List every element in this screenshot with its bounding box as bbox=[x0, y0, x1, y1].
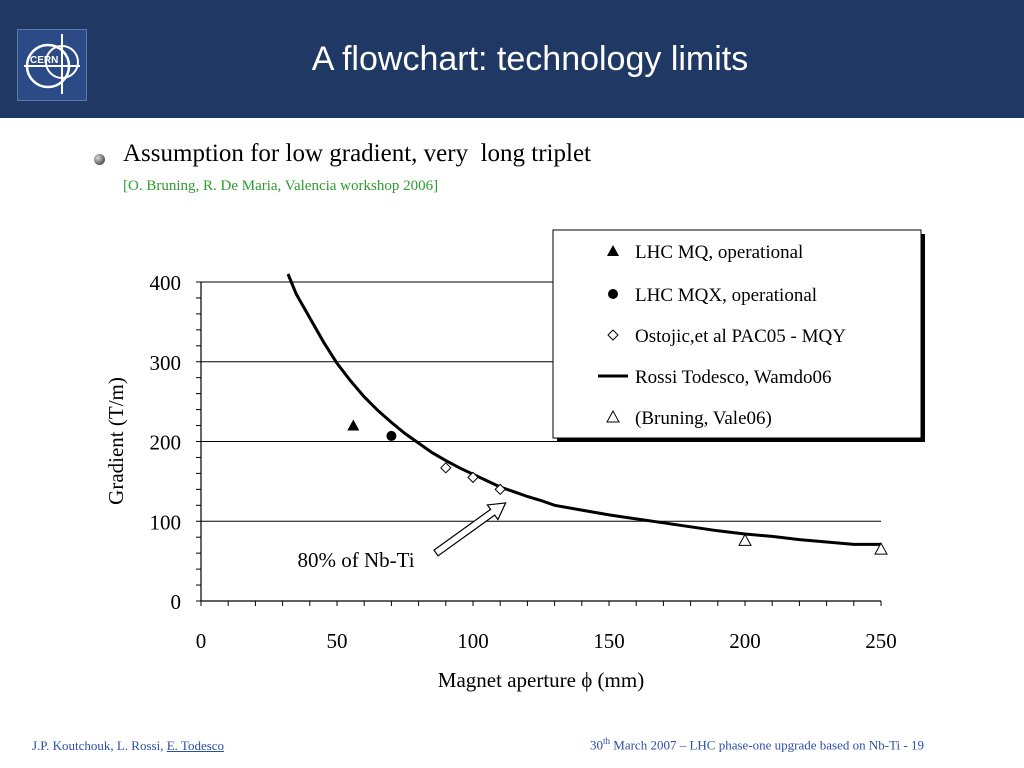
y-tick-label: 100 bbox=[150, 510, 182, 534]
legend-entry-2: Ostojic,et al PAC05 - MQY bbox=[635, 326, 846, 347]
data-point-series-2 bbox=[494, 483, 506, 496]
legend-entry-0: LHC MQ, operational bbox=[635, 242, 803, 263]
legend-swatch-1 bbox=[608, 289, 618, 299]
annotation-arrow bbox=[433, 502, 507, 557]
legend-swatch-2 bbox=[607, 329, 619, 341]
chart-markers bbox=[347, 419, 888, 555]
x-tick-label: 50 bbox=[327, 629, 348, 653]
footer-date: 30th March 2007 – LHC phase-one upgrade … bbox=[590, 736, 924, 753]
footer-date-num: 30 bbox=[590, 737, 603, 753]
data-point-series-0 bbox=[347, 419, 360, 431]
cern-logo: CERN bbox=[17, 29, 87, 101]
legend-entry-3: Rossi Todesco, Wamdo06 bbox=[635, 367, 831, 388]
legend-entry-1: LHC MQX, operational bbox=[635, 285, 817, 306]
logo-text: CERN bbox=[30, 55, 58, 66]
footer-date-rest: March 2007 – LHC phase-one upgrade based… bbox=[610, 737, 925, 753]
x-axis-label: Magnet aperture ϕ (mm) bbox=[438, 668, 644, 692]
citation: [O. Bruning, R. De Maria, Valencia works… bbox=[123, 178, 439, 194]
y-tick-label: 200 bbox=[150, 431, 182, 455]
annotation-arrow-shape bbox=[433, 502, 507, 557]
chart: 0 100 200 300 400 0 50 100 150 200 250 80% of Nb-T… bbox=[104, 229, 925, 692]
data-point-series-2 bbox=[440, 462, 452, 474]
chart-ticks: 0 100 200 300 400 0 50 100 150 200 250 bbox=[150, 271, 897, 653]
legend-entry-4: (Bruning, Vale06) bbox=[635, 408, 772, 429]
data-point-series-1 bbox=[386, 430, 397, 441]
cern-logo-graphic: CERN bbox=[24, 34, 80, 94]
y-tick-label: 400 bbox=[150, 271, 182, 295]
y-tick-label: 300 bbox=[150, 351, 182, 375]
legend-swatch-4 bbox=[606, 409, 620, 423]
annotation-label: 80% of Nb-Ti bbox=[297, 548, 414, 572]
x-tick-label: 250 bbox=[865, 629, 897, 653]
data-point-series-4 bbox=[738, 533, 752, 546]
legend-swatch-0 bbox=[607, 245, 619, 256]
chart-annotation: 80% of Nb-Ti bbox=[297, 502, 507, 572]
x-tick-label: 150 bbox=[593, 629, 625, 653]
data-point-series-2 bbox=[467, 471, 479, 484]
chart-legend: LHC MQ, operational LHC MQX, operational O… bbox=[552, 229, 925, 442]
footer-author-link[interactable]: E. Todesco bbox=[166, 738, 225, 753]
bullet-text: Assumption for low gradient, very long t… bbox=[123, 140, 591, 167]
data-point-series-4 bbox=[874, 542, 888, 555]
bullet-icon bbox=[94, 154, 105, 165]
y-tick-label: 0 bbox=[171, 590, 182, 614]
page-title: A flowchart: technology limits bbox=[311, 40, 749, 78]
x-tick-label: 200 bbox=[729, 629, 761, 653]
footer-authors-text: J.P. Koutchouk, L. Rossi, bbox=[32, 738, 167, 753]
x-tick-label: 100 bbox=[457, 629, 489, 653]
y-axis-label: Gradient (T/m) bbox=[104, 377, 128, 505]
footer-date-sup: th bbox=[603, 736, 611, 746]
slide-header bbox=[0, 0, 1024, 118]
x-tick-label: 0 bbox=[196, 629, 207, 653]
footer-authors: J.P. Koutchouk, L. Rossi, E. Todesco bbox=[32, 738, 224, 754]
